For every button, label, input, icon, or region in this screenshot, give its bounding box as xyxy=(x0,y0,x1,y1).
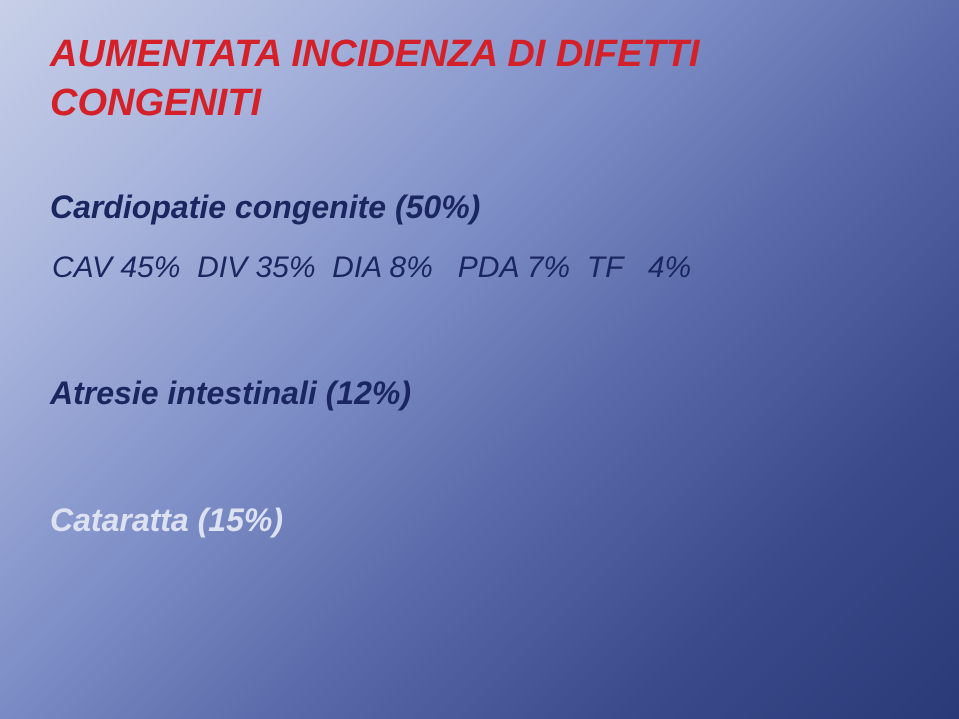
item-tf-label: TF xyxy=(587,251,623,284)
title-line-1: AUMENTATA INCIDENZA DI DIFETTI xyxy=(50,33,699,75)
item-pda-value: 7% xyxy=(527,251,570,284)
cataratta-heading: Cataratta (15%) xyxy=(50,502,909,539)
slide-title: AUMENTATA INCIDENZA DI DIFETTI CONGENITI xyxy=(50,30,909,129)
item-tf-value: 4% xyxy=(648,251,691,284)
item-cav-value: 45% xyxy=(120,251,180,284)
title-line-2: CONGENITI xyxy=(50,82,261,124)
item-div-label: DIV xyxy=(197,251,247,284)
item-div-value: 35% xyxy=(255,251,315,284)
cardiopatie-heading: Cardiopatie congenite (50%) xyxy=(50,189,909,226)
cardiopatie-items: CAV 45% DIV 35% DIA 8% PDA 7% TF 4% xyxy=(50,251,909,285)
item-dia-value: 8% xyxy=(389,251,432,284)
slide-container: AUMENTATA INCIDENZA DI DIFETTI CONGENITI… xyxy=(0,0,959,719)
item-cav-label: CAV xyxy=(52,251,112,284)
item-pda-label: PDA xyxy=(458,251,519,284)
atresie-heading: Atresie intestinali (12%) xyxy=(50,375,909,412)
item-dia-label: DIA xyxy=(332,251,381,284)
